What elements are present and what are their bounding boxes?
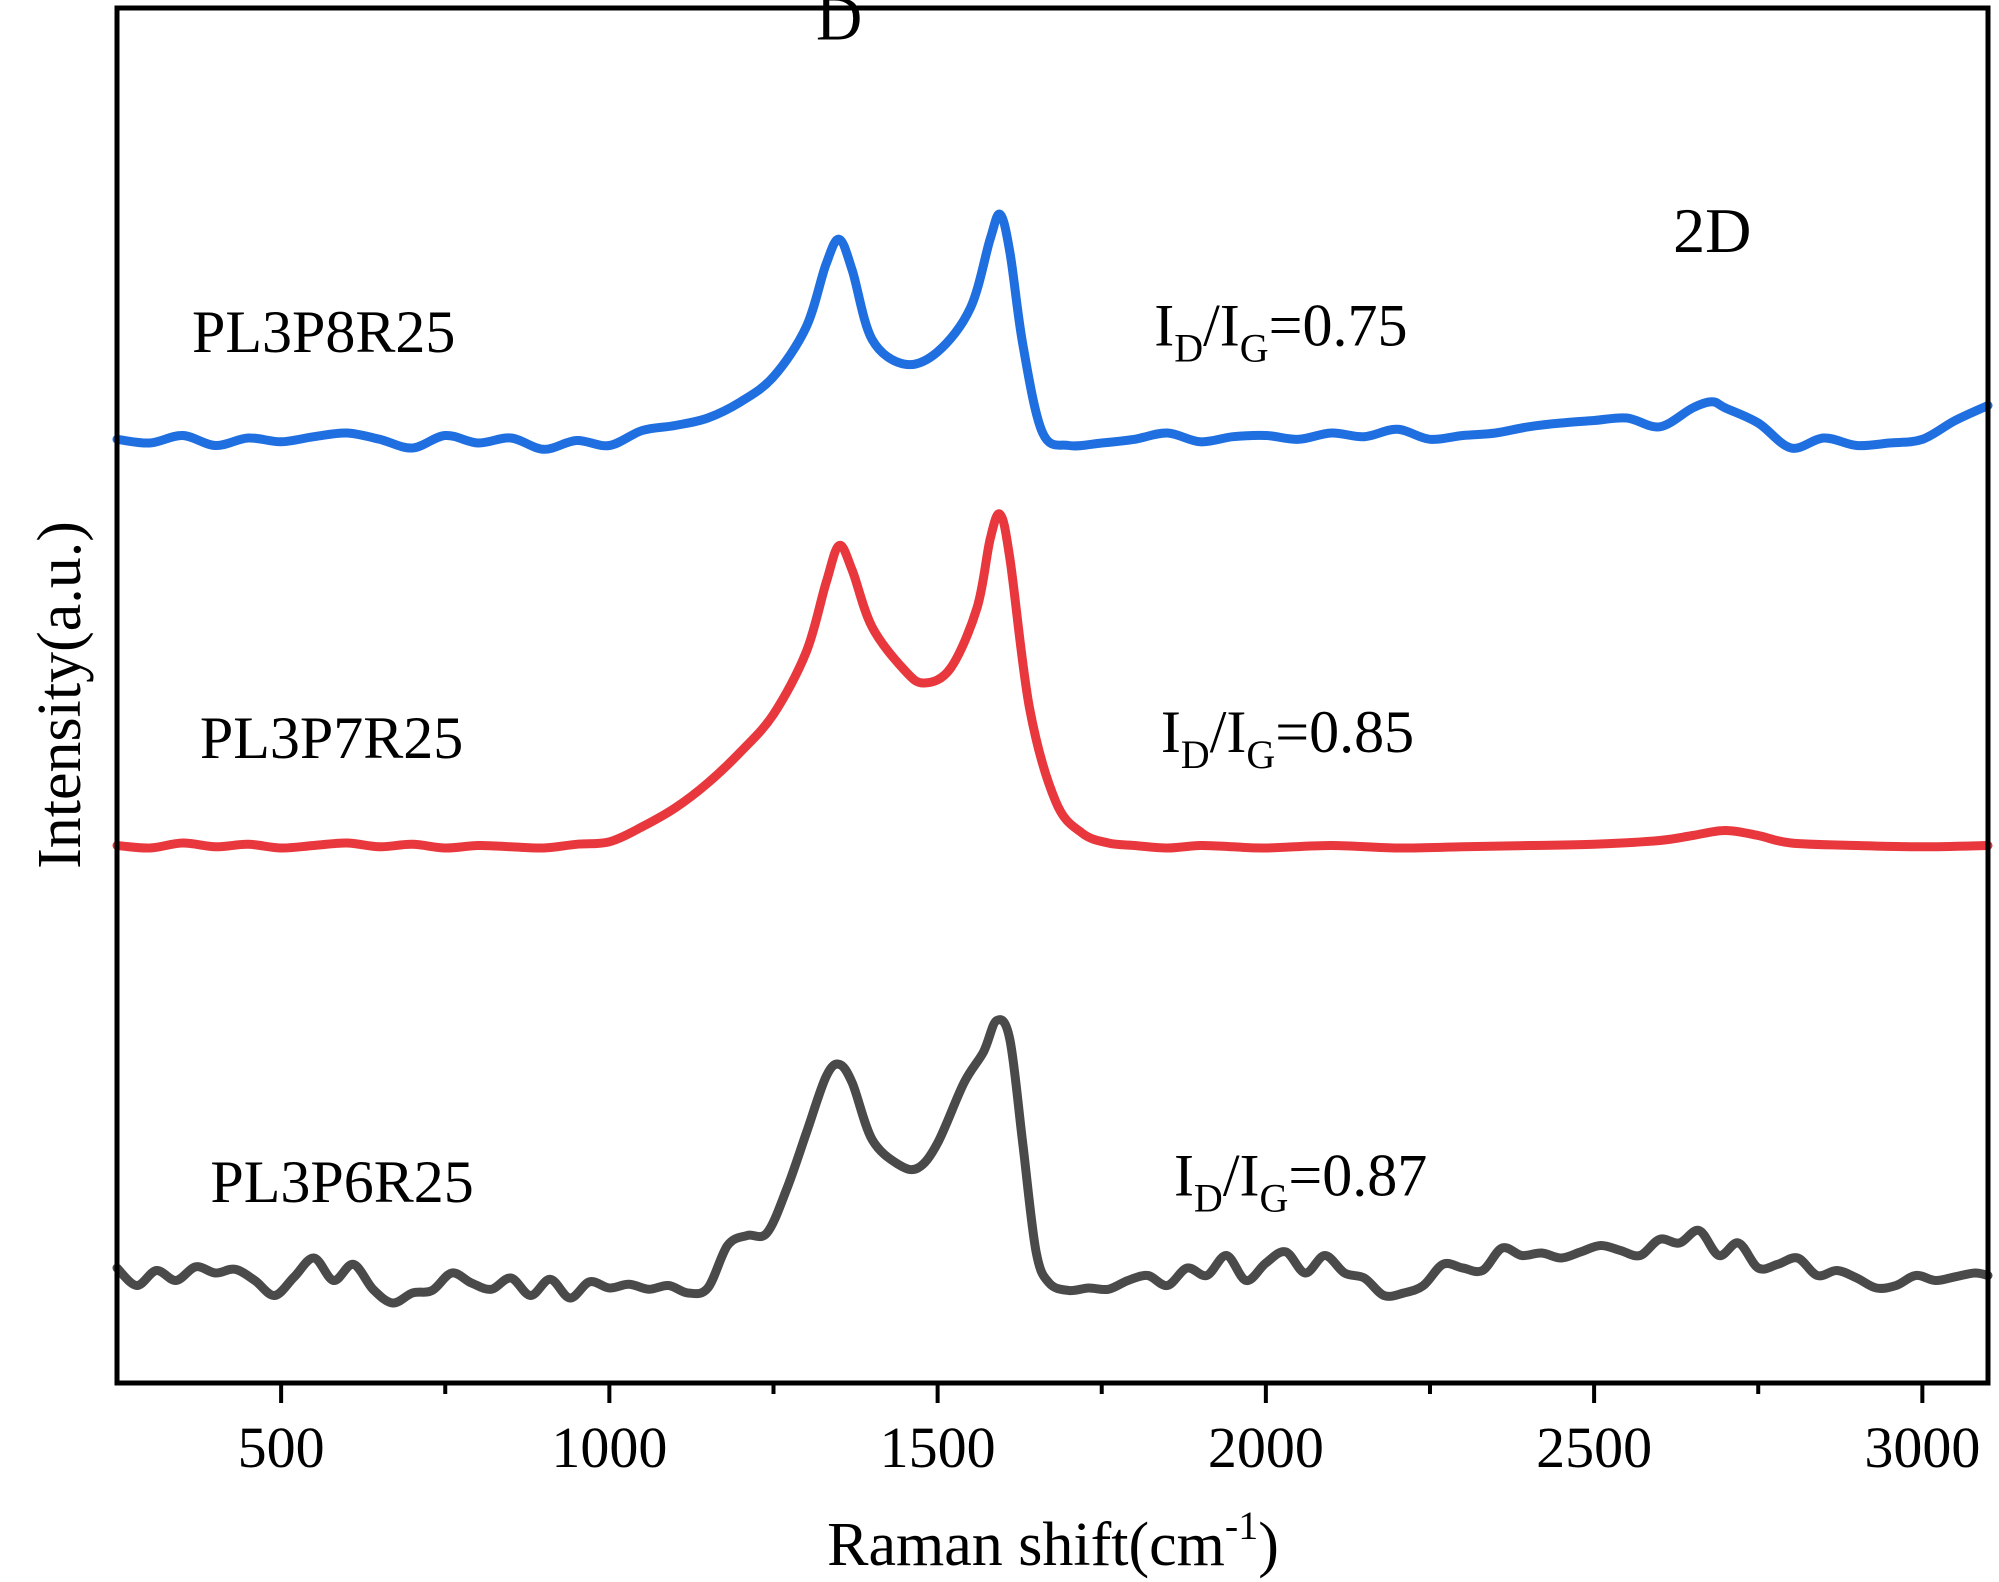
series-line-pl3p6r25 — [112, 1015, 1993, 1308]
x-axis-label: Raman shift(cm-1) — [827, 1503, 1279, 1579]
peak-label: 2D — [1673, 195, 1751, 266]
x-axis: 500 1000 1500 2000 2500 3000 — [238, 1383, 1980, 1480]
id-ig-ratio-label: ID/IG=0.85 — [1161, 699, 1414, 777]
series-name-label: PL3P8R25 — [192, 299, 455, 365]
plot-area — [112, 209, 1993, 1308]
peak-label: D — [816, 0, 862, 53]
x-tick-label: 2000 — [1208, 1415, 1324, 1480]
x-tick-label: 3000 — [1864, 1415, 1980, 1480]
y-axis-label: Intensity(a.u.) — [26, 521, 94, 869]
series-line-pl3p7r25 — [112, 509, 1993, 853]
x-tick-label: 2500 — [1536, 1415, 1652, 1480]
series-name-label: PL3P7R25 — [200, 705, 463, 771]
plot-frame — [114, 5, 1991, 1386]
series-name-label: PL3P6R25 — [210, 1149, 473, 1215]
series-line-pl3p8r25 — [112, 209, 1993, 454]
id-ig-ratio-label: ID/IG=0.87 — [1174, 1143, 1427, 1221]
x-tick-label: 1000 — [551, 1415, 667, 1480]
annotations: PL3P8R25 ID/IG=0.75 PL3P7R25 ID/IG=0.85 PL3P… — [192, 0, 1751, 1221]
x-tick-label: 500 — [238, 1415, 325, 1480]
x-tick-label: 1500 — [880, 1415, 996, 1480]
id-ig-ratio-label: ID/IG=0.75 — [1154, 293, 1407, 371]
